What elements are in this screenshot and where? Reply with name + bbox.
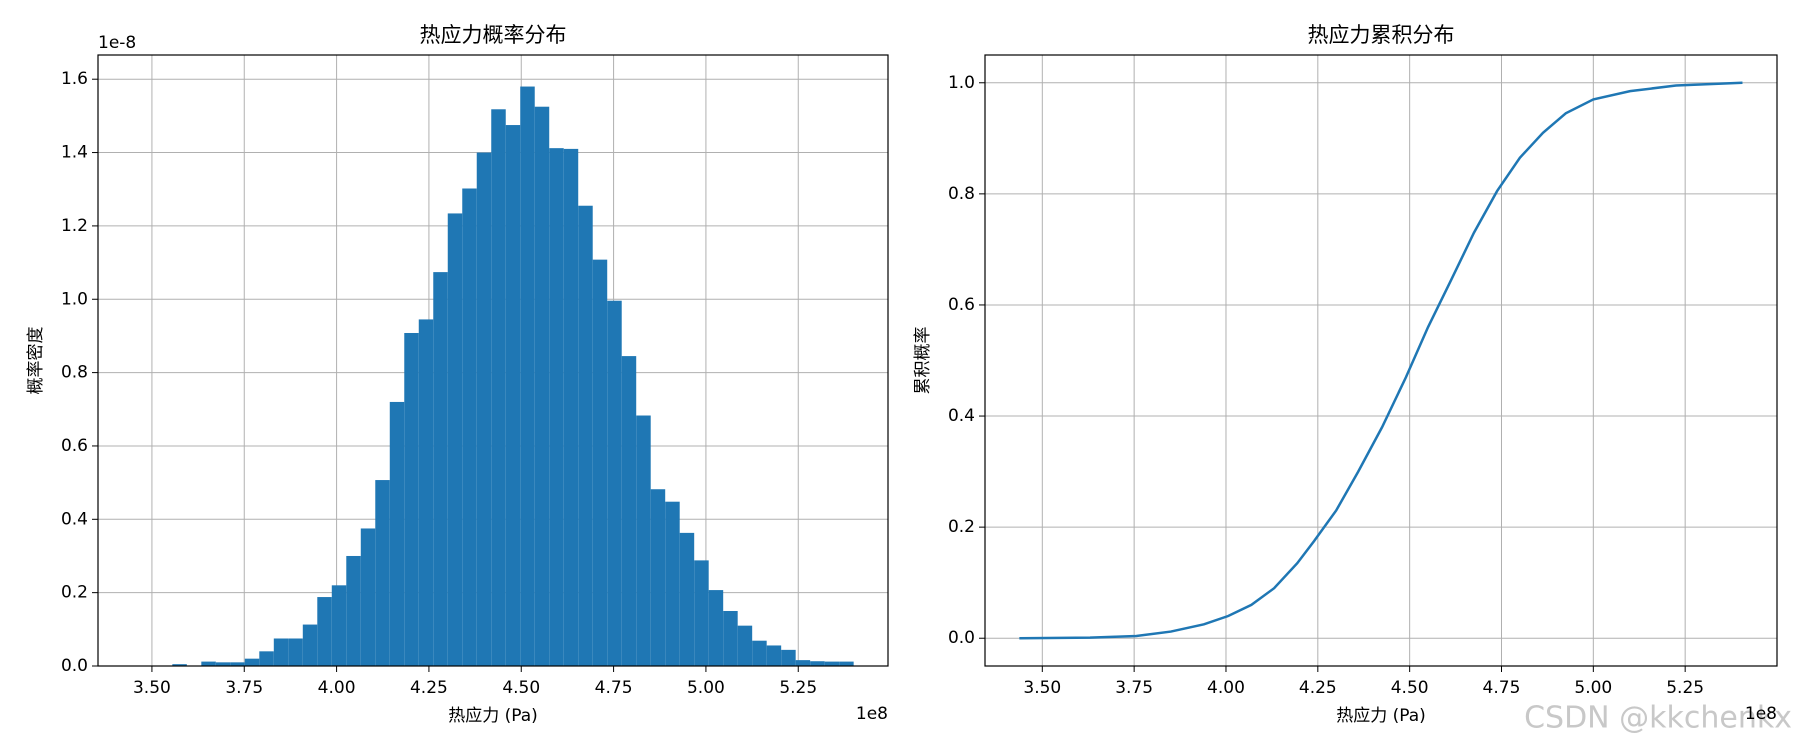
histogram-bar — [650, 489, 666, 666]
x-tick-label: 4.75 — [1483, 678, 1521, 698]
histogram-bar — [447, 213, 463, 666]
histogram-bar — [317, 597, 332, 666]
histogram-bar — [215, 662, 231, 666]
x-tick-label: 4.00 — [1207, 678, 1245, 698]
y-tick-label: 0.8 — [61, 363, 88, 383]
x-tick-label: 4.25 — [1299, 678, 1337, 698]
y-tick-label: 1.0 — [948, 73, 975, 93]
histogram-bar — [578, 205, 593, 666]
histogram-bar — [563, 148, 579, 667]
x-tick-label: 3.75 — [1115, 678, 1153, 698]
histogram-bar — [491, 109, 506, 667]
histogram-bar — [534, 106, 550, 666]
histogram-bar — [462, 188, 477, 667]
x-tick-label: 3.50 — [1023, 678, 1061, 698]
histogram-bar — [679, 532, 695, 666]
y-tick-label: 1.6 — [61, 69, 88, 89]
y-axis-label: 概率密度 — [26, 327, 46, 395]
histogram-bar — [244, 658, 260, 666]
histogram-bar — [694, 560, 709, 666]
cdf-line — [1019, 81, 1743, 640]
histogram-bar — [476, 152, 492, 666]
histogram-bar — [723, 610, 738, 666]
histogram-bar — [418, 319, 434, 666]
histogram-bar — [389, 401, 405, 666]
histogram-bar — [404, 332, 419, 666]
chart-title: 热应力概率分布 — [420, 23, 567, 47]
x-tick-label: 5.25 — [1666, 678, 1704, 698]
y-tick-label: 0.8 — [948, 184, 975, 204]
y-tick-label: 1.4 — [61, 143, 88, 163]
histogram-bar — [230, 662, 245, 666]
x-tick-label: 4.00 — [318, 678, 356, 698]
histogram-bar — [607, 300, 622, 666]
x-tick-label: 4.50 — [502, 678, 540, 698]
histogram-bar — [781, 649, 796, 666]
x-tick-label: 3.75 — [225, 678, 263, 698]
y-tick-label: 0.4 — [61, 509, 88, 529]
y-tick-label: 0.6 — [61, 436, 88, 456]
y-tick-label: 1.2 — [61, 216, 88, 236]
axes-frame — [97, 54, 889, 667]
axes-frame — [984, 54, 1778, 667]
histogram-bar — [172, 664, 187, 666]
chart-title: 热应力累积分布 — [1308, 23, 1455, 47]
histogram-bar — [708, 590, 724, 666]
y-tick-label: 0.2 — [948, 517, 975, 537]
x-axis-label: 热应力 (Pa) — [448, 706, 538, 726]
histogram-bar — [273, 638, 289, 666]
histogram-bar — [302, 624, 318, 666]
y-axis-label: 累积概率 — [913, 327, 933, 395]
y-tick-label: 0.4 — [948, 406, 975, 426]
histogram-bar — [752, 640, 767, 666]
histogram-bar — [766, 645, 782, 666]
histogram-bar — [360, 528, 376, 666]
histogram-bar — [505, 125, 521, 666]
y-tick-label: 0.0 — [948, 628, 975, 648]
histogram-bar — [592, 259, 608, 666]
histogram-bar — [520, 86, 535, 666]
histogram-bar — [346, 555, 361, 666]
watermark: CSDN @kkchenkx — [1524, 701, 1792, 736]
y-tick-label: 1.0 — [61, 289, 88, 309]
histogram-bar — [824, 661, 840, 666]
x-tick-label: 5.25 — [779, 678, 817, 698]
histogram-bar — [839, 661, 854, 666]
x-axis-label: 热应力 (Pa) — [1336, 706, 1426, 726]
y-offset-label: 1e-8 — [98, 33, 136, 53]
histogram-bar — [331, 585, 347, 666]
histogram-bar — [737, 625, 753, 666]
x-offset-label: 1e8 — [1745, 704, 1777, 724]
histogram-bar — [621, 356, 637, 666]
y-tick-label: 0.0 — [61, 656, 88, 676]
x-tick-label: 5.00 — [1574, 678, 1612, 698]
histogram-bar — [288, 638, 303, 666]
histogram-bar — [636, 415, 651, 666]
x-tick-label: 3.50 — [133, 678, 171, 698]
x-tick-label: 4.75 — [595, 678, 633, 698]
histogram-bar — [810, 661, 825, 666]
histogram-bar — [549, 148, 564, 666]
y-tick-label: 0.6 — [948, 295, 975, 315]
y-tick-label: 0.2 — [61, 583, 88, 603]
x-offset-label: 1e8 — [856, 704, 888, 724]
histogram-bar — [665, 501, 680, 666]
histogram-bar — [375, 480, 390, 666]
x-tick-label: 4.50 — [1391, 678, 1429, 698]
x-tick-label: 5.00 — [687, 678, 725, 698]
histogram-bar — [259, 651, 274, 666]
histogram-bar — [433, 272, 448, 666]
x-tick-label: 4.25 — [410, 678, 448, 698]
histogram-bar — [201, 661, 216, 666]
histogram-bar — [795, 660, 811, 666]
